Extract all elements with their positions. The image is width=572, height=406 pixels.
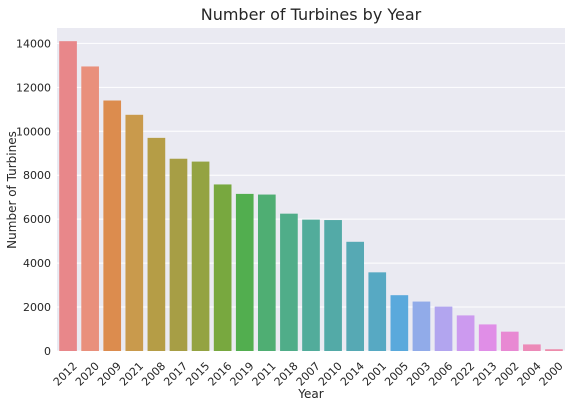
bars xyxy=(59,41,563,352)
bar-2022 xyxy=(456,315,475,351)
x-tick-label: 2017 xyxy=(161,360,190,389)
x-tick-label: 2011 xyxy=(250,360,279,389)
bar-2000 xyxy=(545,349,563,351)
y-tick-label: 2000 xyxy=(23,301,51,314)
bar-2002 xyxy=(500,331,519,351)
x-tick-label: 2006 xyxy=(426,360,455,389)
x-tick-label: 2000 xyxy=(537,360,566,389)
bar-2010 xyxy=(324,220,342,351)
x-tick-labels: 2012202020092021200820172015201620192011… xyxy=(51,360,566,389)
x-tick-label: 2007 xyxy=(294,360,323,389)
x-tick-label: 2009 xyxy=(95,360,124,389)
bar-2003 xyxy=(412,301,431,351)
bar-2007 xyxy=(302,219,320,351)
bar-2013 xyxy=(478,324,497,351)
chart-title: Number of Turbines by Year xyxy=(201,5,422,24)
x-tick-label: 2019 xyxy=(228,360,257,389)
bar-2017 xyxy=(169,158,188,351)
x-tick-label: 2004 xyxy=(515,360,544,389)
x-tick-label: 2002 xyxy=(493,360,522,389)
x-tick-label: 2012 xyxy=(51,360,80,389)
bar-2019 xyxy=(235,193,254,351)
x-tick-label: 2005 xyxy=(382,360,411,389)
y-tick-label: 6000 xyxy=(23,213,51,226)
bar-2009 xyxy=(103,100,122,352)
bar-2012 xyxy=(59,41,77,351)
bar-2018 xyxy=(280,213,298,351)
x-tick-label: 2021 xyxy=(117,360,146,389)
y-axis-label: Number of Turbines xyxy=(5,131,19,249)
bar-2008 xyxy=(147,137,166,351)
bar-2011 xyxy=(257,194,276,351)
y-tick-label: 4000 xyxy=(23,257,51,270)
y-tick-label: 10000 xyxy=(16,125,51,138)
x-tick-label: 2016 xyxy=(205,360,234,389)
bar-2021 xyxy=(125,114,144,352)
bar-2015 xyxy=(191,161,210,351)
bar-2001 xyxy=(368,272,387,351)
y-tick-label: 12000 xyxy=(16,81,51,94)
x-axis-label: Year xyxy=(297,387,323,401)
x-tick-label: 2010 xyxy=(316,360,345,389)
y-tick-labels: 0 2000 4000 6000 8000 10000 12000 14000 xyxy=(16,37,51,358)
x-tick-label: 2015 xyxy=(183,360,212,389)
x-tick-label: 2001 xyxy=(360,360,389,389)
y-tick-label: 14000 xyxy=(16,37,51,50)
y-tick-label: 0 xyxy=(44,345,51,358)
x-tick-label: 2020 xyxy=(73,360,102,389)
x-tick-label: 2008 xyxy=(139,360,168,389)
x-tick-label: 2022 xyxy=(448,360,477,389)
bar-2016 xyxy=(213,184,232,351)
y-tick-label: 8000 xyxy=(23,169,51,182)
bar-2006 xyxy=(434,306,453,351)
bar-2014 xyxy=(346,241,365,351)
x-tick-label: 2018 xyxy=(272,360,301,389)
bar-2020 xyxy=(81,66,99,351)
bar-2005 xyxy=(390,295,409,351)
x-tick-label: 2003 xyxy=(404,360,433,389)
x-tick-label: 2014 xyxy=(338,360,367,389)
x-tick-label: 2013 xyxy=(470,360,499,389)
bar-2004 xyxy=(523,344,541,351)
